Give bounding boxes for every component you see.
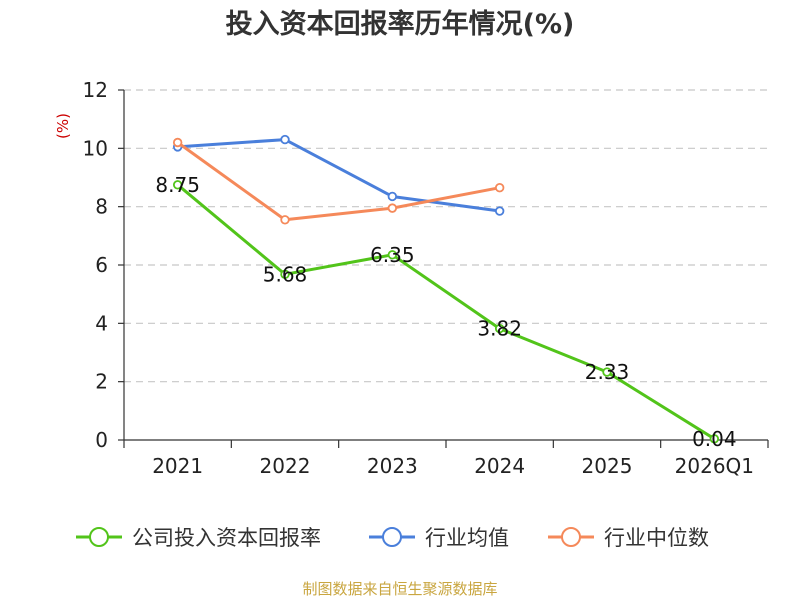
series-point-0: [494, 323, 505, 334]
data-label: 6.35: [370, 243, 415, 267]
x-tick-label: 2023: [367, 454, 418, 478]
data-label: 8.75: [155, 173, 200, 197]
series-line-2: [176, 141, 500, 222]
y-tick-label: 4: [95, 311, 108, 335]
y-axis-label: (%): [54, 113, 72, 139]
chart-title: 投入资本回报率历年情况(%): [226, 8, 575, 40]
legend-marker: [89, 527, 109, 547]
series: [172, 134, 720, 444]
data-label: 3.82: [477, 317, 522, 341]
x-tick-label: 2025: [582, 454, 633, 478]
series-point-1: [387, 191, 398, 202]
source-note: 制图数据来自恒生聚源数据库: [302, 580, 497, 598]
legend: 公司投入资本回报率 行业均值 行业中位数: [76, 526, 709, 550]
data-label: 2.33: [585, 360, 630, 384]
series-point-0: [602, 367, 612, 377]
series-point-2: [172, 137, 183, 148]
legend-label: 行业均值: [425, 526, 509, 550]
series-point-1: [494, 206, 505, 216]
series-point-0: [172, 180, 183, 190]
y-tick-label: 12: [83, 78, 108, 102]
axes: 0 2 4 6 8 10 12 2021 2022 2023 2024 2025 2026Q1: [83, 78, 769, 478]
legend-item: 公司投入资本回报率: [76, 526, 321, 550]
series-point-2: [280, 215, 290, 225]
data-label: 0.04: [692, 427, 737, 451]
series-point-1: [280, 134, 290, 145]
legend-marker: [382, 527, 402, 547]
series-point-2: [494, 183, 505, 193]
data-labels: 8.75 5.68 6.35 3.82 2.33 0.04: [155, 173, 736, 451]
x-tick-label: 2022: [260, 454, 311, 478]
data-label: 5.68: [263, 262, 308, 286]
series-point-0: [387, 250, 398, 260]
x-tick-label: 2026Q1: [675, 454, 754, 478]
grid: [124, 89, 768, 383]
y-tick-label: 6: [95, 253, 108, 277]
legend-marker: [561, 527, 581, 547]
series-line-1: [177, 138, 500, 213]
y-tick-label: 2: [95, 370, 108, 394]
y-tick-label: 8: [95, 195, 108, 219]
legend-item: 行业均值: [369, 526, 509, 550]
series-point-0: [709, 434, 720, 444]
legend-label: 公司投入资本回报率: [132, 526, 321, 550]
legend-label: 行业中位数: [604, 526, 709, 550]
x-tick-label: 2021: [152, 454, 203, 478]
y-tick-label: 10: [83, 136, 108, 160]
y-tick-label: 0: [95, 428, 108, 452]
series-point-2: [387, 203, 398, 213]
series-line-0: [176, 183, 716, 441]
x-tick-label: 2024: [474, 454, 525, 478]
series-point-0: [280, 269, 290, 280]
legend-item: 行业中位数: [548, 526, 709, 550]
